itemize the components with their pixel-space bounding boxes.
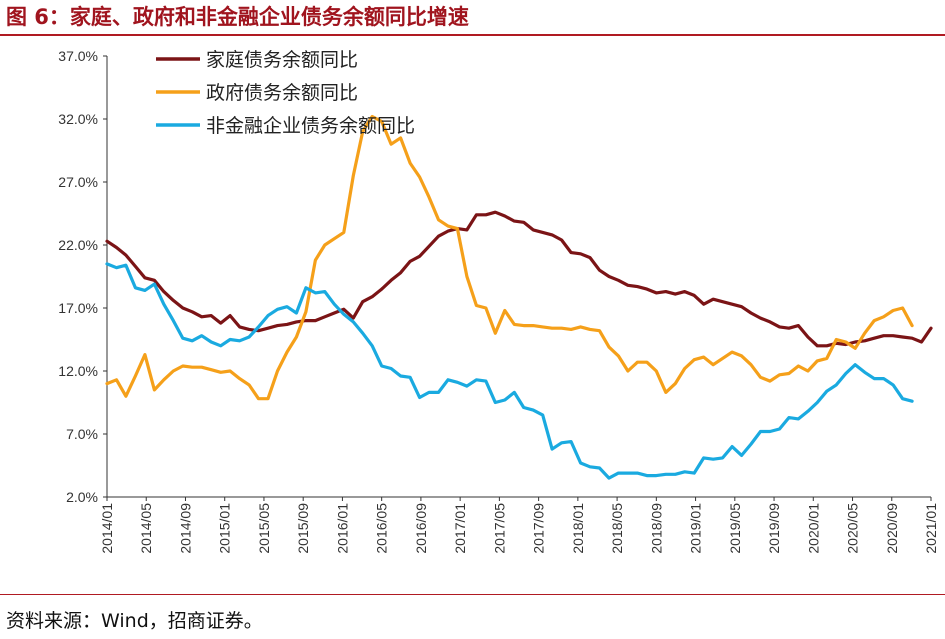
source-divider <box>0 594 945 595</box>
x-tick-label: 2018/05 <box>609 503 625 554</box>
y-axis-tick-labels: 2.0% 7.0% 12.0% 17.0% 22.0% 27.0% 32.0% 37.0% <box>58 48 98 505</box>
x-tick-label: 2014/05 <box>138 503 154 554</box>
x-axis-tick-labels: 2014/01 2014/05 2014/09 2015/01 2015/05 2015/… <box>99 503 939 554</box>
x-tick-label: 2017/09 <box>531 503 547 554</box>
x-tick-label: 2019/09 <box>766 503 782 554</box>
x-tick-label: 2016/05 <box>374 503 390 554</box>
y-tick-label: 22.0% <box>58 237 98 253</box>
y-tick-label: 17.0% <box>58 300 98 316</box>
y-tick-label: 37.0% <box>58 48 98 64</box>
x-tick-label: 2015/01 <box>217 503 233 554</box>
x-tick-label: 2018/01 <box>570 503 586 554</box>
x-tick-label: 2017/01 <box>452 503 468 554</box>
y-tick-label: 7.0% <box>66 426 98 442</box>
legend-label-2: 政府债务余额同比 <box>206 82 358 104</box>
y-tick-label: 2.0% <box>66 489 98 505</box>
x-tick-label: 2016/01 <box>334 503 350 554</box>
x-tick-label: 2018/09 <box>648 503 664 554</box>
x-tick-label: 2019/01 <box>688 503 704 554</box>
y-tick-label: 32.0% <box>58 111 98 127</box>
chart-axes <box>103 55 932 501</box>
x-tick-label: 2020/05 <box>845 503 861 554</box>
source-note: 资料来源：Wind，招商证券。 <box>6 610 263 632</box>
chart-series <box>105 114 933 480</box>
legend-label-1: 家庭债务余额同比 <box>206 49 358 71</box>
x-tick-label: 2020/09 <box>884 503 900 554</box>
title-divider <box>0 34 945 36</box>
x-tick-label: 2014/09 <box>177 503 193 554</box>
y-tick-label: 12.0% <box>58 363 98 379</box>
legend-label-3: 非金融企业债务余额同比 <box>206 115 415 137</box>
x-tick-label: 2019/05 <box>727 503 743 554</box>
x-tick-label: 2014/01 <box>99 503 115 554</box>
series-line-1 <box>105 210 933 348</box>
x-tick-label: 2015/05 <box>256 503 272 554</box>
x-tick-label: 2021/01 <box>923 503 939 554</box>
series-line-3 <box>105 262 914 480</box>
figure-title: 图 6：家庭、政府和非金融企业债务余额同比增速 <box>6 5 469 29</box>
line-chart: 2.0% 7.0% 12.0% 17.0% 22.0% 27.0% 32.0% 37.0% 2… <box>58 48 939 554</box>
series-line-2 <box>105 114 914 401</box>
x-tick-label: 2020/01 <box>805 503 821 554</box>
x-tick-label: 2017/05 <box>491 503 507 554</box>
y-tick-label: 27.0% <box>58 174 98 190</box>
x-tick-label: 2015/09 <box>295 503 311 554</box>
x-tick-label: 2016/09 <box>413 503 429 554</box>
